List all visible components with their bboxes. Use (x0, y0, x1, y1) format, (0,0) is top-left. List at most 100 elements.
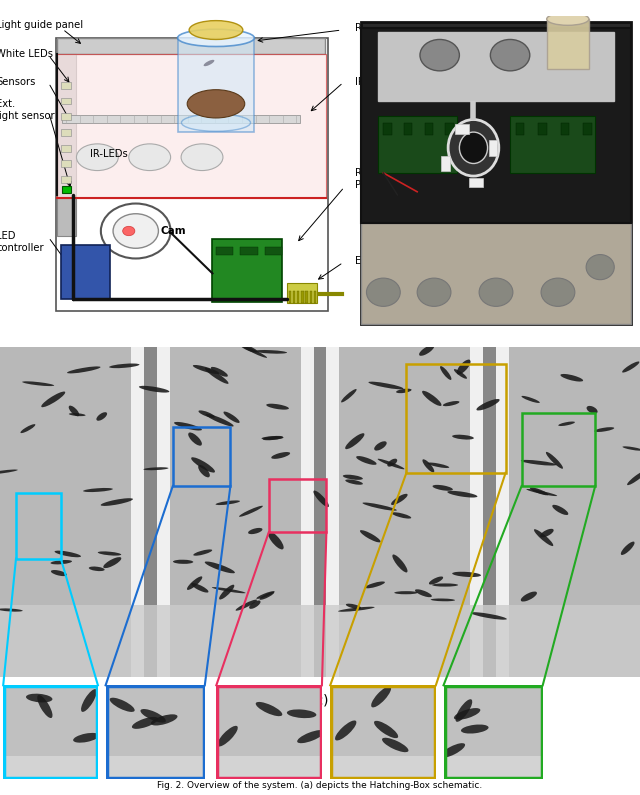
Ellipse shape (429, 576, 443, 584)
Ellipse shape (20, 425, 35, 433)
Ellipse shape (392, 512, 412, 518)
Bar (330, 755, 436, 779)
Ellipse shape (249, 600, 260, 609)
Bar (489, 140, 497, 156)
Bar (0, 605, 640, 677)
Bar (287, 283, 317, 303)
Text: IR-LEDs: IR-LEDs (90, 149, 128, 159)
Bar (212, 238, 282, 301)
Ellipse shape (151, 715, 177, 726)
Bar (173, 427, 230, 486)
Bar (361, 29, 631, 223)
Ellipse shape (41, 391, 65, 407)
Bar (241, 246, 258, 254)
Bar (216, 246, 234, 254)
Bar (0, 347, 131, 677)
Ellipse shape (338, 607, 374, 612)
Bar (289, 291, 291, 303)
Bar (378, 116, 456, 173)
Ellipse shape (440, 743, 465, 758)
Ellipse shape (391, 494, 408, 505)
Ellipse shape (541, 278, 575, 306)
Ellipse shape (109, 363, 140, 368)
Ellipse shape (287, 709, 316, 718)
Ellipse shape (205, 414, 234, 426)
Ellipse shape (422, 460, 435, 472)
Bar (310, 291, 312, 303)
Ellipse shape (173, 560, 193, 564)
Ellipse shape (263, 436, 283, 440)
Ellipse shape (547, 13, 589, 25)
Text: Cam: Cam (160, 226, 186, 236)
Ellipse shape (205, 368, 228, 384)
Bar (314, 291, 316, 303)
Ellipse shape (396, 389, 412, 394)
Bar (298, 291, 300, 303)
Bar (455, 124, 469, 134)
Ellipse shape (103, 557, 122, 568)
Ellipse shape (623, 446, 640, 451)
Ellipse shape (100, 498, 133, 506)
Bar (3, 755, 98, 779)
Bar (61, 245, 109, 299)
Ellipse shape (587, 406, 598, 413)
Ellipse shape (367, 278, 400, 306)
Ellipse shape (69, 413, 86, 416)
Bar (63, 114, 300, 122)
Ellipse shape (454, 369, 467, 378)
Ellipse shape (452, 435, 474, 440)
Ellipse shape (546, 452, 563, 469)
Ellipse shape (420, 40, 460, 71)
Ellipse shape (216, 500, 240, 505)
Ellipse shape (219, 584, 234, 599)
Ellipse shape (240, 344, 257, 353)
Bar (61, 98, 70, 104)
Bar (547, 19, 589, 69)
Bar (441, 156, 449, 172)
Ellipse shape (193, 549, 212, 556)
Ellipse shape (415, 589, 432, 597)
Bar (406, 364, 506, 473)
Ellipse shape (362, 502, 397, 510)
Ellipse shape (268, 531, 284, 549)
Ellipse shape (256, 702, 282, 716)
Bar (61, 82, 70, 89)
Text: Light guide panel: Light guide panel (0, 21, 83, 30)
Ellipse shape (440, 366, 451, 380)
Ellipse shape (181, 144, 223, 171)
Ellipse shape (140, 709, 166, 723)
Bar (326, 347, 339, 677)
Ellipse shape (178, 29, 254, 47)
Ellipse shape (461, 724, 488, 734)
Text: Ext.
light sensor: Ext. light sensor (0, 99, 55, 121)
Ellipse shape (259, 591, 275, 599)
Bar (157, 347, 170, 677)
Ellipse shape (374, 721, 398, 739)
Ellipse shape (187, 576, 202, 590)
Ellipse shape (271, 452, 290, 459)
Ellipse shape (346, 479, 363, 485)
Bar (326, 347, 470, 677)
Bar (470, 347, 483, 677)
Ellipse shape (595, 427, 614, 432)
Ellipse shape (191, 457, 215, 472)
Bar (305, 291, 308, 303)
Bar (538, 122, 547, 135)
Bar (61, 161, 70, 167)
Text: Raspberry
Pi 4: Raspberry Pi 4 (355, 169, 406, 190)
Text: Sensors: Sensors (0, 77, 36, 87)
Bar (561, 122, 569, 135)
Ellipse shape (98, 552, 121, 556)
Ellipse shape (521, 460, 557, 466)
Ellipse shape (0, 608, 22, 611)
Ellipse shape (621, 541, 635, 555)
Text: (b): (b) (486, 352, 506, 366)
Ellipse shape (447, 491, 477, 498)
Ellipse shape (452, 572, 481, 577)
Ellipse shape (188, 432, 202, 446)
Text: LED
controller: LED controller (0, 231, 44, 253)
Ellipse shape (223, 412, 239, 423)
Ellipse shape (262, 436, 284, 440)
Ellipse shape (243, 346, 267, 358)
Ellipse shape (51, 570, 67, 576)
